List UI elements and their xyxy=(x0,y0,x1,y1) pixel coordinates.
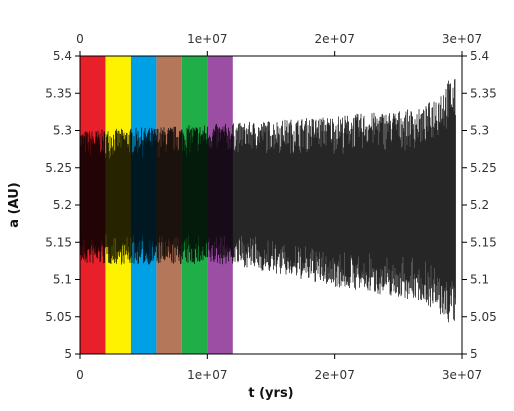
y-tick-label-left: 5.35 xyxy=(45,86,72,100)
x-tick-label-top: 2e+07 xyxy=(314,32,354,46)
x-tick-label-bottom: 0 xyxy=(76,368,84,382)
x-axis-title: t (yrs) xyxy=(248,386,293,401)
x-tick-label-top: 3e+07 xyxy=(442,32,482,46)
y-tick-label-right: 5.3 xyxy=(470,124,489,138)
y-tick-label-left: 5.1 xyxy=(53,273,72,287)
x-tick-label-top: 1e+07 xyxy=(187,32,227,46)
y-tick-label-left: 5.15 xyxy=(45,235,72,249)
axis-ticks: 0 0 1e+07 1e+07 2e+07 2e+07 3e+07 3e+07 5 5 5.05 5.… xyxy=(45,32,496,382)
y-tick-label-right: 5.15 xyxy=(470,235,497,249)
x-tick-label-bottom: 3e+07 xyxy=(442,368,482,382)
y-tick-label-right: 5.05 xyxy=(470,310,497,324)
y-axis-title: a (AU) xyxy=(7,182,22,227)
y-tick-label-left: 5.3 xyxy=(53,124,72,138)
y-tick-label-left: 5.4 xyxy=(53,49,72,63)
y-tick-label-right: 5.1 xyxy=(470,273,489,287)
y-tick-label-left: 5 xyxy=(64,347,72,361)
x-tick-label-top: 0 xyxy=(76,32,84,46)
x-tick-label-bottom: 1e+07 xyxy=(187,368,227,382)
y-tick-label-right: 5.2 xyxy=(470,198,489,212)
y-tick-label-left: 5.2 xyxy=(53,198,72,212)
y-tick-label-left: 5.25 xyxy=(45,161,72,175)
y-tick-label-right: 5.25 xyxy=(470,161,497,175)
x-tick-label-bottom: 2e+07 xyxy=(314,368,354,382)
y-tick-label-right: 5 xyxy=(470,347,478,361)
y-tick-label-right: 5.35 xyxy=(470,86,497,100)
y-tick-label-left: 5.05 xyxy=(45,310,72,324)
y-tick-label-right: 5.4 xyxy=(470,49,489,63)
